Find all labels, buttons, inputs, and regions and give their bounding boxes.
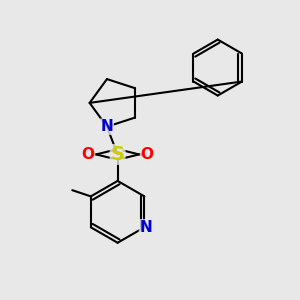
Text: O: O	[82, 147, 95, 162]
Text: N: N	[140, 220, 152, 235]
Text: O: O	[141, 147, 154, 162]
Text: N: N	[100, 119, 113, 134]
Text: S: S	[111, 145, 124, 164]
